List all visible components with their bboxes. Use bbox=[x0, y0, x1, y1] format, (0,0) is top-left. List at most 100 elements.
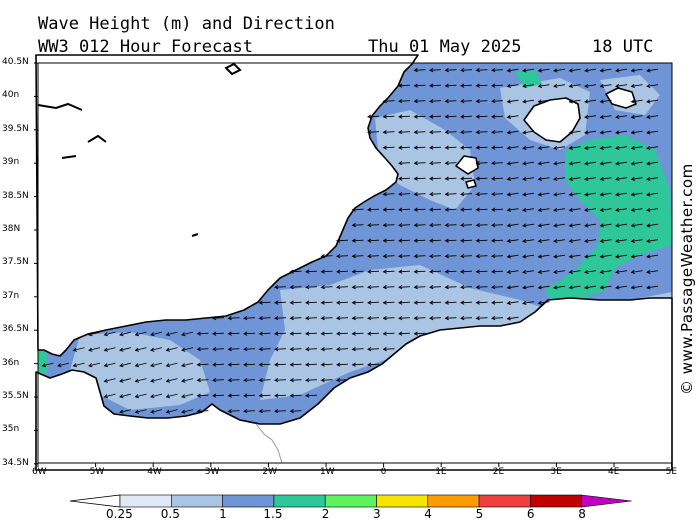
wave-arrow bbox=[522, 130, 535, 135]
wave-arrow bbox=[398, 176, 411, 181]
wave-arrow bbox=[444, 316, 457, 321]
wave-arrow bbox=[599, 223, 612, 228]
wave-arrow bbox=[460, 254, 473, 259]
wave-arrow bbox=[398, 161, 411, 166]
wave-arrow bbox=[506, 114, 519, 119]
wave-arrow bbox=[630, 176, 643, 181]
wave-arrow bbox=[336, 347, 349, 352]
wave-arrow bbox=[320, 316, 333, 321]
wave-arrow bbox=[491, 300, 504, 305]
wave-arrow bbox=[429, 223, 442, 228]
wave-arrow bbox=[382, 254, 395, 259]
wave-arrow bbox=[460, 192, 473, 197]
wave-arrow bbox=[150, 378, 163, 383]
wave-arrow bbox=[599, 130, 612, 135]
wave-arrow bbox=[444, 114, 457, 119]
wave-arrow bbox=[382, 207, 395, 212]
lon-label: 5W bbox=[89, 467, 105, 477]
wave-arrow bbox=[88, 362, 101, 368]
inland-water-outlines bbox=[37, 62, 242, 237]
wave-arrow bbox=[537, 269, 550, 274]
wave-arrow bbox=[351, 254, 364, 259]
wave-arrow bbox=[103, 378, 116, 383]
wave-arrow bbox=[103, 362, 116, 368]
wave-arrow bbox=[460, 238, 473, 243]
wave-arrow bbox=[367, 269, 380, 274]
wave-arrow bbox=[336, 331, 349, 336]
wave-arrow bbox=[165, 362, 178, 368]
wave-arrow bbox=[382, 114, 395, 119]
high-wave-zones bbox=[38, 70, 672, 374]
wave-arrow bbox=[630, 114, 643, 119]
wave-arrow bbox=[475, 238, 488, 243]
wave-arrow bbox=[103, 331, 116, 337]
wave-arrow bbox=[413, 269, 426, 274]
wave-arrow bbox=[196, 409, 209, 414]
wave-arrow bbox=[305, 269, 318, 274]
wave-arrow bbox=[196, 378, 209, 383]
axis-ticks bbox=[34, 62, 673, 467]
wave-arrow bbox=[491, 207, 504, 212]
legend-low-end bbox=[69, 494, 121, 508]
wave-arrow bbox=[336, 316, 349, 321]
wave-arrow bbox=[382, 285, 395, 290]
wave-arrow bbox=[336, 300, 349, 305]
wave-arrow bbox=[506, 145, 519, 150]
wave-arrow bbox=[134, 409, 147, 414]
wave-arrow bbox=[398, 238, 411, 243]
lat-label: 37n bbox=[2, 290, 20, 301]
wave-arrow bbox=[568, 192, 581, 197]
wave-arrow bbox=[584, 254, 597, 259]
wave-arrow bbox=[320, 378, 333, 383]
wave-arrow bbox=[72, 362, 85, 368]
wave-arrow bbox=[475, 176, 488, 181]
wave-arrow bbox=[444, 238, 457, 243]
wave-arrow bbox=[336, 269, 349, 274]
wave-arrow bbox=[475, 161, 488, 166]
wave-arrow bbox=[537, 176, 550, 181]
wave-arrow bbox=[119, 393, 132, 399]
wave-arrow bbox=[491, 83, 504, 88]
wave-arrow bbox=[506, 161, 519, 166]
wave-arrow bbox=[150, 331, 163, 337]
wave-arrow bbox=[630, 68, 643, 73]
lat-label: 35n bbox=[2, 424, 20, 435]
wave-arrow bbox=[289, 285, 302, 290]
wave-arrow bbox=[382, 223, 395, 228]
wave-arrow bbox=[615, 83, 628, 88]
wave-arrow bbox=[630, 223, 643, 228]
forecast-date: Thu 01 May 2025 bbox=[368, 37, 522, 57]
wave-arrow bbox=[444, 68, 457, 73]
wave-arrow bbox=[429, 83, 442, 88]
wave-arrow bbox=[413, 192, 426, 197]
wave-arrow bbox=[88, 347, 101, 352]
wave-arrow bbox=[584, 114, 597, 119]
legend-tick-label: 0.5 bbox=[160, 507, 180, 521]
wave-arrow bbox=[553, 285, 566, 290]
wave-arrow bbox=[429, 285, 442, 290]
wave-arrow bbox=[165, 347, 178, 352]
wave-arrow bbox=[413, 145, 426, 150]
wave-arrow bbox=[568, 99, 581, 104]
wave-arrow bbox=[274, 378, 287, 383]
wave-arrow bbox=[119, 409, 132, 414]
lat-label: 35.5N bbox=[2, 391, 29, 401]
wave-arrow bbox=[336, 285, 349, 290]
wave-arrow bbox=[429, 192, 442, 197]
wave-arrow bbox=[181, 362, 194, 368]
wave-arrow bbox=[413, 207, 426, 212]
legend-swatch bbox=[478, 494, 531, 508]
wave-arrow bbox=[646, 161, 659, 166]
wave-arrow bbox=[398, 130, 411, 135]
wave-arrow bbox=[336, 238, 349, 243]
wave-arrow bbox=[150, 347, 163, 352]
wave-arrow bbox=[57, 362, 70, 368]
wave-arrow bbox=[584, 176, 597, 181]
wave-arrow bbox=[103, 347, 116, 352]
wave-arrow bbox=[475, 68, 488, 73]
wave-arrow bbox=[584, 145, 597, 150]
wave-arrow bbox=[258, 300, 271, 305]
lat-label: 39n bbox=[2, 157, 20, 168]
wave-arrow bbox=[227, 393, 240, 398]
